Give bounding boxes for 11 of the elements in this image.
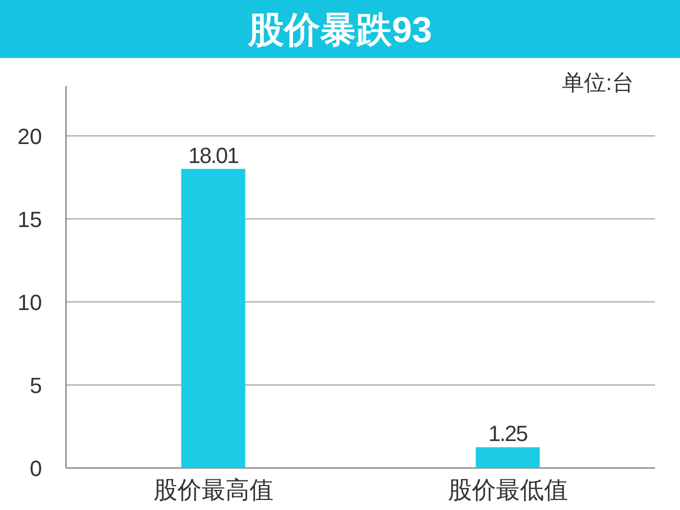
chart-title: 股价暴跌93: [246, 9, 432, 50]
x-tick-label: 股价最高值: [153, 477, 274, 504]
data-label: 1.25: [488, 421, 528, 446]
x-tick-label: 股价最低值: [448, 477, 568, 504]
y-tick-label: 10: [18, 290, 42, 315]
y-tick-label: 5: [30, 372, 42, 398]
annotation: 单位:台: [562, 70, 634, 95]
data-label: 18.01: [188, 142, 240, 168]
y-tick-label: 15: [18, 206, 42, 232]
y-tick-label: 20: [18, 124, 42, 149]
y-tick-label: 0: [30, 456, 42, 481]
